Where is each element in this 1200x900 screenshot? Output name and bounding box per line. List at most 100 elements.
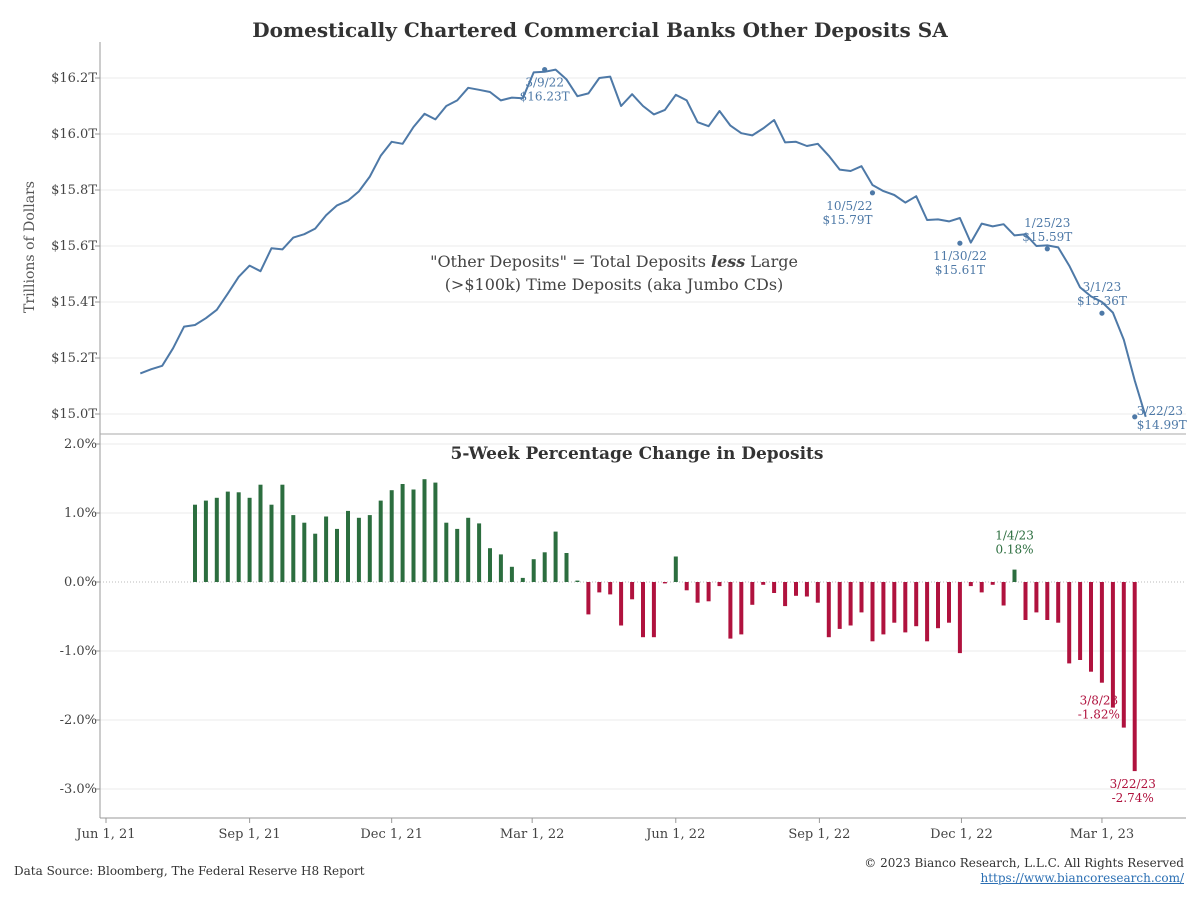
bar — [302, 522, 307, 582]
x-tick-label: Sep 1, 22 — [788, 827, 850, 842]
definition-note-line1: "Other Deposits" = Total Deposits less L… — [430, 252, 798, 271]
bar — [564, 553, 569, 582]
annotation-value: $16.23T — [520, 90, 570, 104]
y-tick-label: $15.2T — [51, 351, 97, 366]
bar — [1121, 582, 1126, 728]
annotation-dot — [957, 240, 963, 246]
bar — [346, 510, 350, 582]
bar — [455, 528, 460, 582]
bar — [739, 582, 744, 635]
line-chart: $15.0T $15.2T $15.4T $15.6T $15.8T $16.0T $16.… — [22, 67, 1187, 432]
bar — [662, 582, 667, 584]
bar — [903, 582, 908, 633]
deposits-line — [139, 68, 1147, 418]
x-tick-label: Dec 1, 21 — [360, 827, 423, 842]
bar-annotation-value: -2.74% — [1112, 791, 1154, 805]
bar — [247, 497, 252, 582]
bar — [979, 582, 984, 593]
bar — [783, 582, 788, 607]
bar — [1078, 582, 1083, 660]
bar — [269, 504, 274, 582]
bar — [1023, 582, 1028, 620]
bar — [641, 582, 645, 638]
bar-chart-title: 5-Week Percentage Change in Deposits — [451, 444, 824, 464]
bar — [422, 479, 427, 582]
bar — [706, 582, 711, 602]
bar — [695, 582, 700, 603]
x-tick-label: Mar 1, 22 — [500, 827, 565, 842]
annotation-date: 11/30/22 — [933, 249, 987, 263]
chart-frame — [99, 42, 1186, 819]
x-tick-label: Sep 1, 21 — [219, 827, 281, 842]
bar — [815, 582, 820, 603]
bar — [203, 500, 208, 582]
bar — [914, 582, 919, 627]
x-axis: Jun 1, 21 Sep 1, 21 Dec 1, 21 Mar 1, 22 Jun … — [74, 818, 1134, 842]
y-tick-label: -2.0% — [60, 713, 97, 728]
bar — [280, 484, 285, 582]
copyright: © 2023 Bianco Research, L.L.C. All Right… — [864, 856, 1184, 870]
bar — [1099, 582, 1104, 683]
y-tick-label: $15.8T — [51, 183, 97, 198]
bar — [1067, 582, 1072, 664]
bar — [1012, 569, 1017, 582]
y-tick-label: 1.0% — [64, 506, 97, 521]
bar — [925, 582, 930, 642]
annotation-dot — [869, 190, 876, 196]
bar — [444, 522, 449, 582]
bar — [772, 582, 777, 593]
bar — [466, 517, 471, 582]
bar — [750, 582, 755, 605]
bar — [968, 582, 973, 587]
bar — [477, 523, 482, 582]
bar — [531, 559, 536, 582]
bar — [520, 577, 525, 582]
annotation-date: 3/22/23 — [1137, 404, 1183, 418]
y-tick-label: 0.0% — [64, 575, 97, 590]
website-link[interactable]: https://www.biancoresearch.com/ — [980, 871, 1184, 885]
bar — [367, 515, 372, 582]
y-tick-label: $16.2T — [51, 71, 97, 86]
bar — [826, 582, 831, 638]
bar — [597, 582, 602, 593]
bar — [1045, 582, 1050, 620]
y-tick-label: -3.0% — [60, 782, 97, 797]
annotation-dot — [1044, 246, 1050, 252]
bar — [214, 497, 219, 582]
y-tick-label: $16.0T — [51, 127, 97, 142]
bar — [335, 528, 339, 582]
bar — [848, 582, 853, 626]
bar — [313, 533, 318, 582]
chart-title: Domestically Chartered Commercial Banks … — [252, 18, 948, 42]
annotation-value: $14.99T — [1137, 418, 1187, 432]
annotation-date: 1/25/23 — [1024, 216, 1070, 230]
bar — [411, 489, 416, 582]
y-tick-label: 2.0% — [64, 437, 97, 452]
x-tick-label: Mar 1, 23 — [1070, 827, 1135, 842]
y-tick-label: $15.6T — [51, 239, 97, 254]
bar — [794, 582, 798, 596]
bar — [1056, 582, 1061, 623]
bar-annotation-value: 0.18% — [995, 543, 1033, 557]
bar — [804, 582, 809, 597]
bar-annotation-value: -1.82% — [1078, 708, 1120, 722]
bar — [1132, 582, 1137, 772]
bar — [389, 490, 394, 582]
bar — [630, 582, 635, 600]
bar — [400, 484, 405, 582]
bar — [575, 580, 580, 582]
bar — [498, 554, 503, 582]
y-tick-label: $15.4T — [51, 295, 97, 310]
bar — [291, 515, 296, 582]
annotation-value: $15.61T — [935, 263, 985, 277]
bar — [870, 582, 875, 642]
bar — [608, 582, 613, 595]
bar — [509, 566, 514, 582]
annotation-dot — [1132, 414, 1138, 420]
x-tick-label: Jun 1, 21 — [74, 827, 135, 842]
bar — [684, 582, 689, 591]
y-axis-title: Trillions of Dollars — [22, 181, 38, 313]
bar — [542, 552, 547, 582]
annotation-value: $15.36T — [1077, 294, 1127, 308]
annotation-date: 3/1/23 — [1083, 280, 1122, 294]
